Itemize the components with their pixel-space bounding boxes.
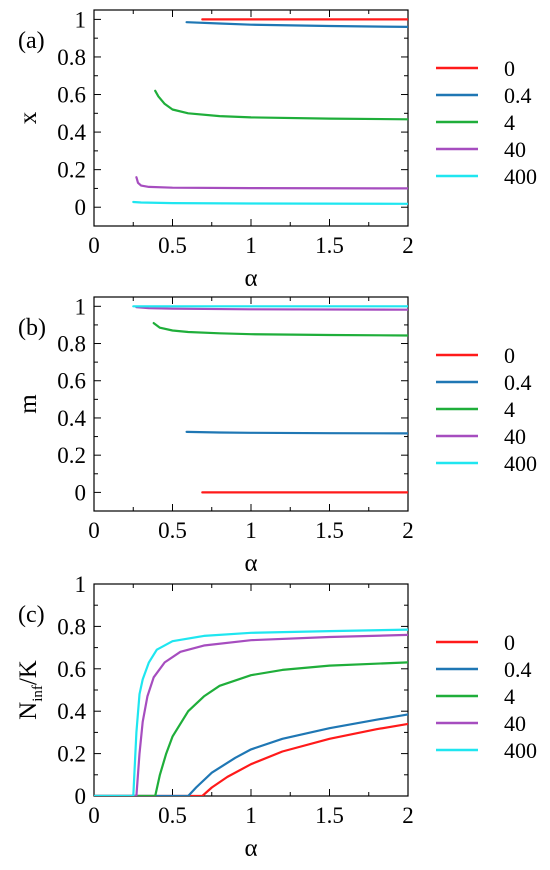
legend-label: 40	[504, 424, 526, 449]
legend-label: 0	[504, 343, 515, 368]
legend-label: 400	[504, 738, 537, 763]
y-tick-label: 0	[75, 784, 87, 809]
series-line-0.4	[185, 21, 408, 28]
x-axis-label: α	[244, 265, 257, 292]
x-tick-label: 0	[88, 518, 100, 543]
y-tick-label: 0	[75, 480, 87, 505]
y-axis-label-sub: inf	[30, 685, 46, 702]
y-tick-label: 1	[75, 572, 87, 597]
series-line-0.4	[94, 713, 408, 796]
series-line-0.4	[185, 430, 408, 435]
series-line-400	[132, 200, 408, 205]
y-tick-label: 0.8	[57, 332, 86, 357]
series-line-40	[94, 633, 408, 796]
y-tick-label: 0.2	[57, 443, 86, 468]
x-tick-label: 1.5	[315, 233, 344, 258]
legend-label: 400	[504, 451, 537, 476]
y-tick-label: 0.6	[57, 657, 86, 682]
series-line-40	[135, 306, 408, 311]
y-tick-label: 0.6	[57, 83, 86, 108]
x-axis-label: α	[244, 550, 257, 577]
legend-label: 4	[504, 397, 515, 422]
y-axis-label-tail: /K	[15, 660, 42, 685]
y-tick-label: 0.6	[57, 369, 86, 394]
x-tick-label: 2	[402, 518, 414, 543]
y-tick-label: 0.4	[57, 699, 86, 724]
y-tick-label: 0.8	[57, 45, 86, 70]
y-tick-label: 1	[75, 294, 87, 319]
panel-label: (b)	[18, 315, 46, 341]
y-tick-label: 0.4	[57, 406, 86, 431]
legend-label: 4	[504, 684, 515, 709]
legend-label: 0.4	[504, 83, 532, 108]
x-tick-label: 2	[402, 803, 414, 828]
series-line-400	[94, 628, 408, 796]
series-line-4	[94, 661, 408, 796]
legend-label: 4	[504, 110, 515, 135]
panel-label: (c)	[18, 602, 45, 628]
legend-label: 0.4	[504, 657, 532, 682]
x-tick-label: 0.5	[158, 518, 187, 543]
x-tick-label: 1	[245, 233, 257, 258]
x-tick-label: 2	[402, 233, 414, 258]
legend-label: 0	[504, 56, 515, 81]
x-axis-label: α	[244, 835, 257, 862]
x-tick-label: 0	[88, 233, 100, 258]
panel-3: 0 0.5 1 1.5 200.20.40.60.81(c)αNinf/K00.4440…	[15, 572, 537, 862]
y-axis-label-main: N	[15, 702, 42, 720]
x-tick-label: 0.5	[158, 233, 187, 258]
series-line-0	[94, 722, 408, 796]
x-tick-label: 0	[88, 803, 100, 828]
plot-frame	[93, 296, 409, 512]
legend-label: 40	[504, 711, 526, 736]
legend-label: 0.4	[504, 370, 532, 395]
y-tick-label: 0.2	[57, 158, 86, 183]
series-line-4	[154, 89, 408, 121]
x-tick-label: 1	[245, 803, 257, 828]
x-tick-label: 1	[245, 518, 257, 543]
panel-label: (a)	[18, 28, 45, 54]
y-tick-label: 0.8	[57, 614, 86, 639]
y-tick-label: 1	[75, 7, 87, 32]
series-line-40	[135, 176, 408, 190]
x-tick-label: 1.5	[315, 518, 344, 543]
y-tick-label: 0.2	[57, 742, 86, 767]
legend-label: 0	[504, 630, 515, 655]
y-tick-label: 0	[75, 195, 87, 220]
y-axis-label: m	[15, 394, 42, 414]
legend-label: 400	[504, 164, 537, 189]
y-axis-label: Ninf/K	[15, 660, 46, 720]
series-line-4	[152, 322, 408, 337]
y-tick-label: 0.4	[57, 120, 86, 145]
legend-label: 40	[504, 137, 526, 162]
x-tick-label: 0.5	[158, 803, 187, 828]
x-tick-label: 1.5	[315, 803, 344, 828]
y-axis-label: x	[15, 111, 42, 124]
